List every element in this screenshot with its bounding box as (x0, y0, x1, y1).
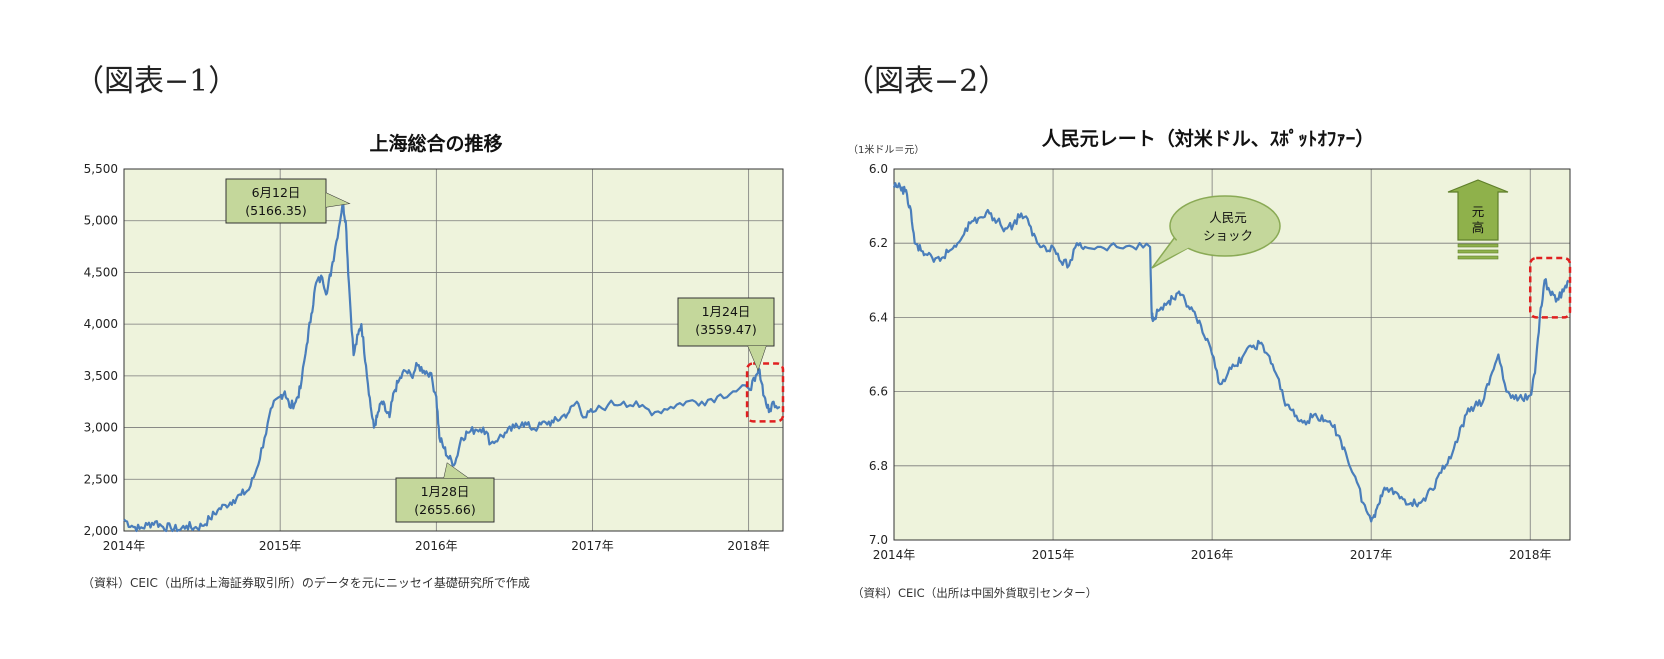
y-tick-label: 3,000 (84, 421, 118, 435)
y-tick-label: 3,500 (84, 369, 118, 383)
highlight-box (1528, 256, 1572, 319)
y-tick-label: 6.8 (869, 459, 888, 473)
y-tick-label: 4,000 (84, 317, 118, 331)
callout-value: (5166.35) (245, 203, 306, 218)
callout-box (677, 297, 775, 347)
y-tick-label: 2,000 (84, 524, 118, 538)
y-tick-label: 5,000 (84, 214, 118, 228)
y-tick-label: 5,500 (84, 162, 118, 176)
series-line (892, 182, 1570, 523)
chart-title: 上海総合の推移 (369, 132, 502, 155)
callout-date: 1月28日 (421, 484, 470, 499)
arrow-stripe (1457, 243, 1499, 248)
annotation-callout: 6月12日 (5166.35) (225, 178, 351, 224)
arrow-shape (1447, 179, 1509, 241)
y-tick-label: 6.0 (869, 162, 888, 176)
callout-pointer-fill (748, 346, 766, 370)
chart-1: 2,000 2,500 3,000 3,500 4,000 4,500 5,000 5,500… (84, 132, 785, 553)
callout-value: (2655.66) (414, 502, 475, 517)
callout-tail-fill (1160, 236, 1198, 262)
x-tick-label: 2016年 (415, 539, 458, 553)
annotation-callout: 1月24日 (3559.47) (677, 297, 775, 372)
callout-value: (3559.47) (695, 322, 756, 337)
y-tick-label: 2,500 (84, 472, 118, 486)
plot-border (123, 168, 784, 532)
y-tick-label: 4,500 (84, 265, 118, 279)
x-tick-label: 2018年 (727, 539, 770, 553)
x-tick-label: 2014年 (873, 548, 916, 562)
unit-label: （1米ドル＝元） (848, 143, 924, 156)
arrow-stripe (1457, 249, 1499, 254)
x-tick-label: 2015年 (259, 539, 302, 553)
y-tick-label: 7.0 (869, 533, 888, 547)
source-note-2: （資料）CEIC（出所は中国外貨取引センター） (852, 586, 1098, 600)
figure-label-2: （図表−2） (844, 64, 1009, 99)
y-tick-label: 6.4 (869, 310, 888, 324)
annotation-callout: 1月28日 (2655.66) (395, 462, 495, 523)
x-tick-label: 2015年 (1032, 548, 1075, 562)
chart-title: 人民元レート（対米ドル、ｽﾎﾟｯﾄｵﾌｧｰ） (1042, 127, 1375, 150)
arrow-label: 元 (1472, 204, 1485, 219)
callout-box (225, 178, 327, 224)
y-tick-label: 6.6 (869, 385, 888, 399)
callout-date: 1月24日 (702, 304, 751, 319)
figure-label-1: （図表−1） (74, 64, 239, 99)
x-tick-label: 2017年 (1350, 548, 1393, 562)
arrow-stripe (1457, 255, 1499, 260)
plot-border (893, 168, 1571, 541)
source-note-1: （資料）CEIC（出所は上海証券取引所）のデータを元にニッセイ基礎研究所で作成 (82, 576, 530, 590)
callout-line: ショック (1203, 228, 1253, 243)
callout-line: 人民元 (1209, 210, 1247, 225)
x-tick-label: 2014年 (103, 539, 146, 553)
callout-pointer-fill (444, 463, 468, 478)
y-tick-label: 6.2 (869, 236, 888, 250)
arrow-label: 高 (1472, 220, 1485, 235)
highlight-box (745, 362, 785, 423)
callout-pointer-fill (326, 193, 349, 207)
series-line (123, 202, 781, 533)
callout-box (395, 477, 495, 523)
callout-date: 6月12日 (252, 185, 301, 200)
x-tick-label: 2018年 (1509, 548, 1552, 562)
callout-bubble (1169, 195, 1281, 257)
yuan-appreciation-arrow: 元高 (1447, 179, 1509, 260)
x-tick-label: 2016年 (1191, 548, 1234, 562)
x-tick-label: 2017年 (571, 539, 614, 553)
